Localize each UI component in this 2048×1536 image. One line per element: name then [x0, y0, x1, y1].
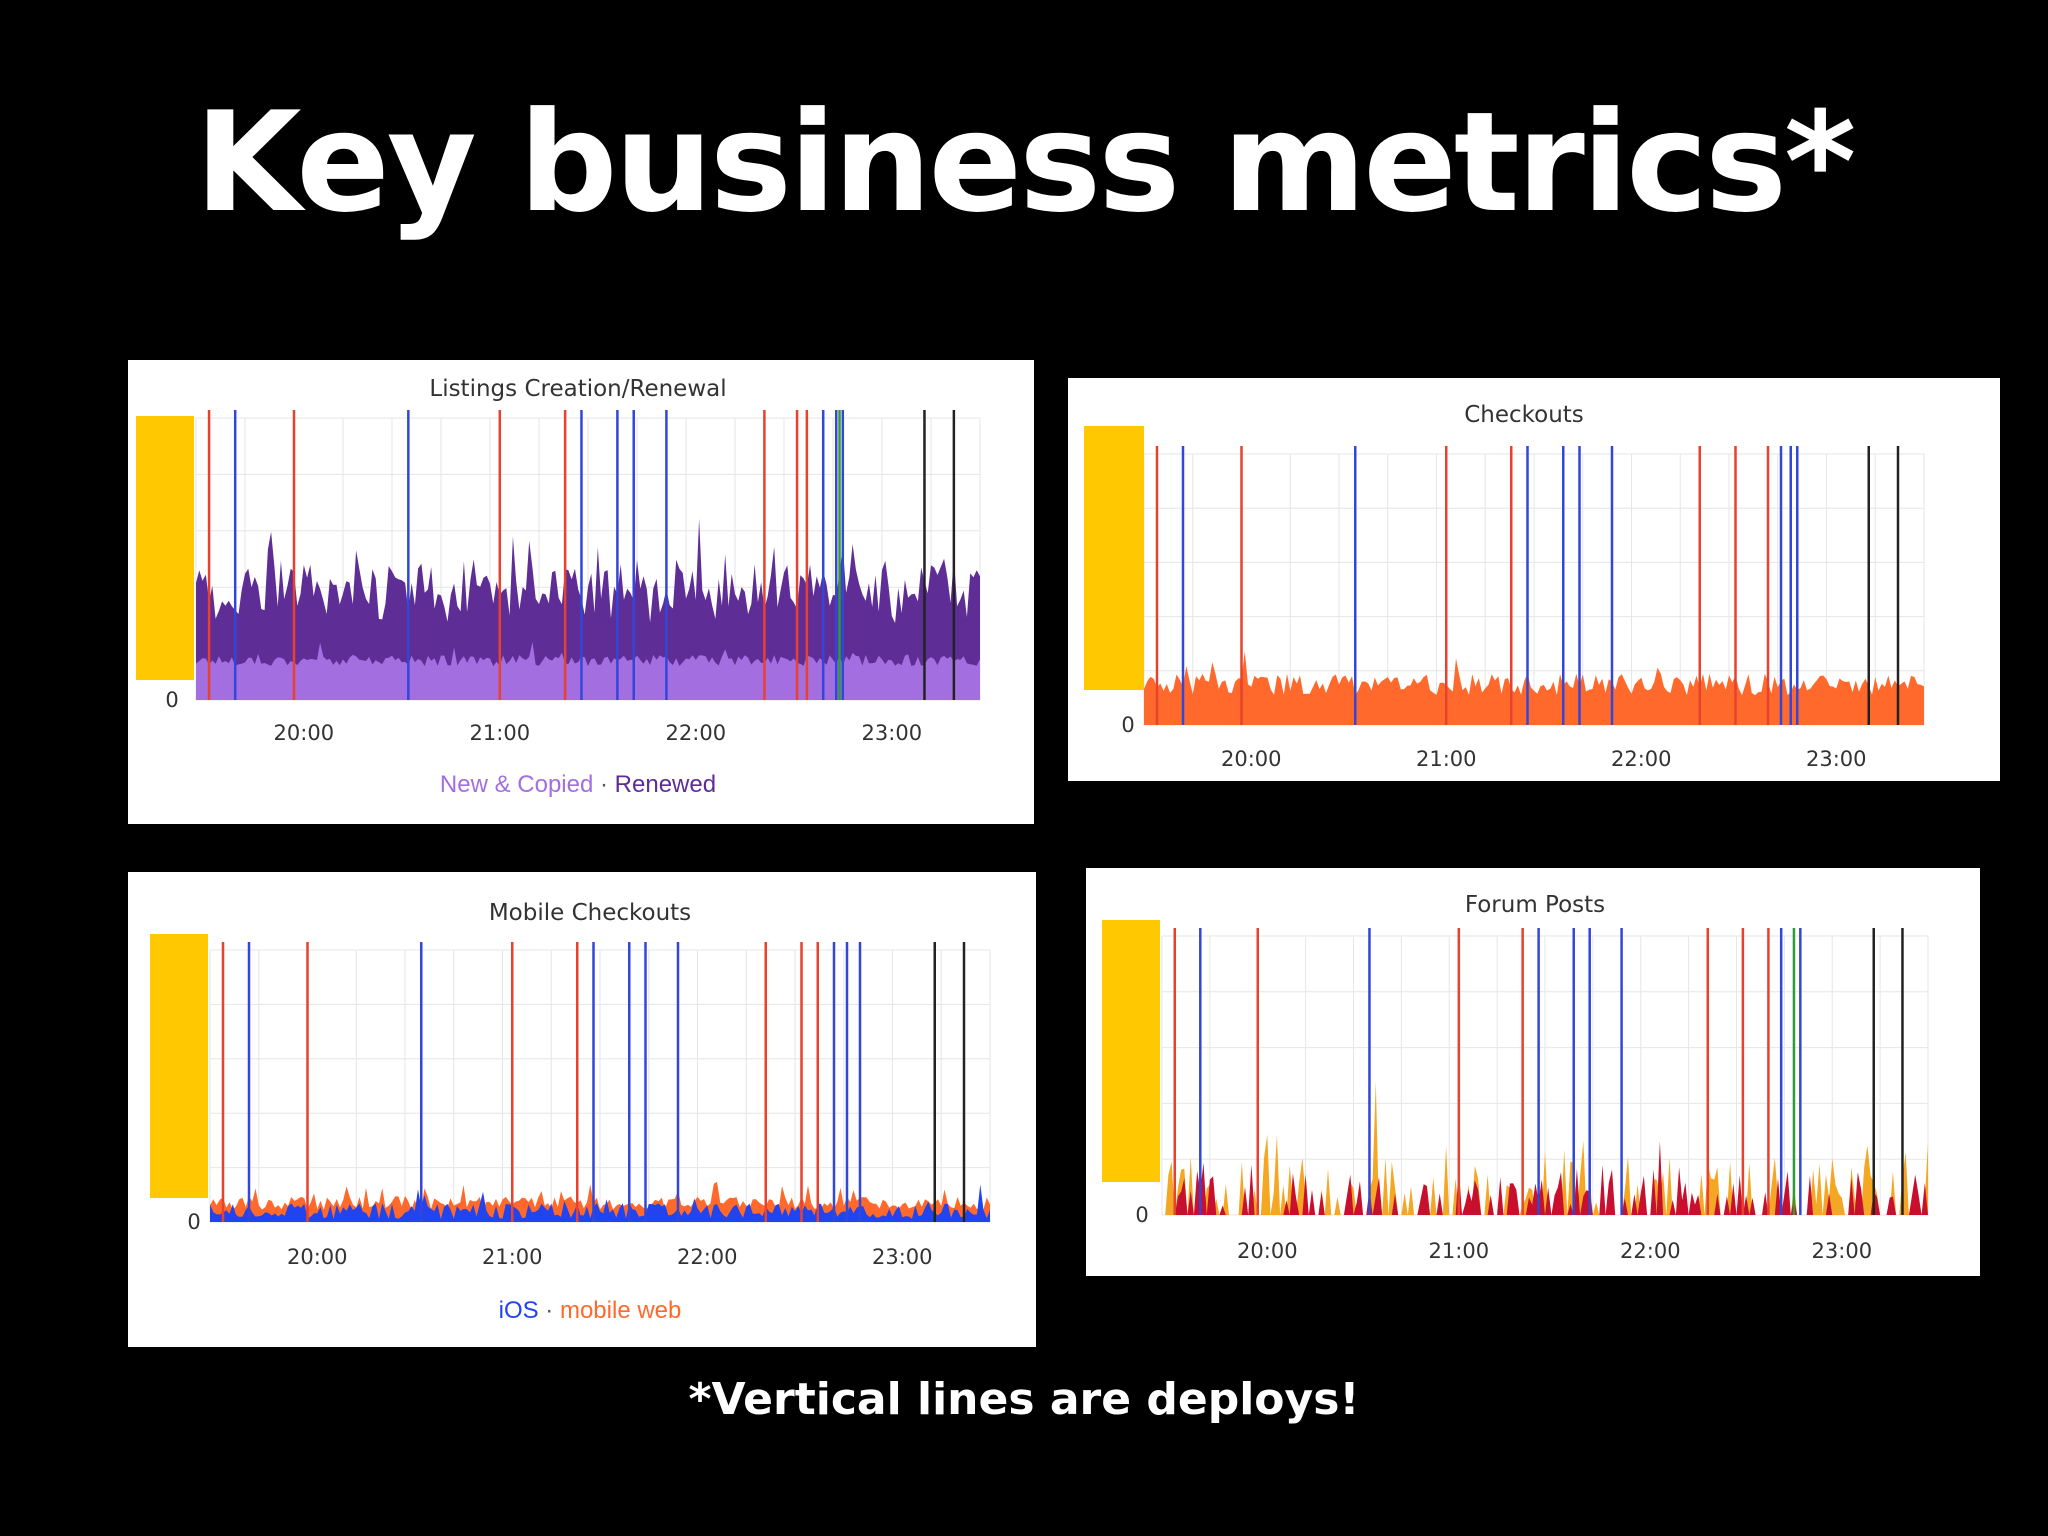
chart-checkouts-svg: Checkouts 0 20:00 21:00 22:00 23:00: [1084, 402, 1925, 771]
chart-panel-mobile-checkouts: Mobile Checkouts 0 20:00 21:00 22:00 23:00 iOS…: [128, 872, 1036, 1347]
deploy-lines: [207, 410, 956, 700]
x-tick-label: 22:00: [1620, 1239, 1681, 1263]
legend-entry: iOS: [499, 1297, 539, 1324]
chart-title: Listings Creation/Renewal: [429, 376, 726, 402]
legend: New & Copied · Renewed: [440, 771, 716, 798]
x-tick-label: 23:00: [872, 1245, 933, 1269]
chart-forum-posts-svg: Forum Posts 0 20:00 21:00 22:00 23:00: [1102, 892, 1929, 1263]
chart-panel-checkouts: Checkouts 0 20:00 21:00 22:00 23:00: [1068, 378, 2000, 781]
legend-separator: ·: [539, 1297, 560, 1324]
y-tick-label: 0: [187, 1210, 200, 1234]
legend-separator: ·: [593, 771, 614, 798]
redacted-y-axis: [1102, 920, 1160, 1182]
x-tick-label: 21:00: [1416, 747, 1477, 771]
legend-entry: mobile web: [560, 1297, 681, 1324]
deploy-lines: [1173, 928, 1904, 1215]
x-tick-label: 21:00: [470, 721, 531, 745]
y-tick-label: 0: [1121, 713, 1134, 737]
legend-entry: New & Copied: [440, 771, 593, 798]
y-tick-label: 0: [1135, 1203, 1148, 1227]
chart-title: Checkouts: [1464, 402, 1584, 428]
chart-title: Forum Posts: [1465, 892, 1605, 918]
chart-listings-svg: Listings Creation/Renewal 0 20:00 21:00 22:0…: [136, 376, 981, 798]
redacted-y-axis: [1084, 426, 1144, 690]
x-tick-label: 20:00: [1237, 1239, 1298, 1263]
x-tick-label: 20:00: [1221, 747, 1282, 771]
legend-entry: Renewed: [615, 771, 716, 798]
series-area-1: [210, 1184, 990, 1222]
chart-title: Mobile Checkouts: [489, 900, 691, 926]
series-area-1: [196, 518, 980, 700]
series-area-0: [1144, 651, 1924, 725]
deploy-lines: [1155, 446, 1900, 725]
deploy-lines: [221, 942, 966, 1222]
x-tick-label: 21:00: [1429, 1239, 1490, 1263]
y-tick-label: 0: [165, 688, 178, 712]
slide-title: Key business metrics*: [194, 82, 1857, 243]
chart-panel-listings: Listings Creation/Renewal 0 20:00 21:00 22:0…: [128, 360, 1034, 824]
x-tick-label: 22:00: [677, 1245, 738, 1269]
x-tick-label: 23:00: [1806, 747, 1867, 771]
x-tick-label: 23:00: [1812, 1239, 1873, 1263]
redacted-y-axis: [136, 416, 194, 680]
x-tick-label: 22:00: [666, 721, 727, 745]
chart-panel-forum-posts: Forum Posts 0 20:00 21:00 22:00 23:00: [1086, 868, 1980, 1276]
series-area-1: [1162, 1141, 1928, 1215]
footnote: *Vertical lines are deploys!: [688, 1374, 1360, 1425]
series-area-0: [196, 642, 980, 700]
x-tick-label: 23:00: [862, 721, 923, 745]
grid: [209, 949, 991, 1223]
x-tick-label: 20:00: [274, 721, 335, 745]
chart-mobile-checkouts-svg: Mobile Checkouts 0 20:00 21:00 22:00 23:00 iOS…: [150, 900, 991, 1324]
redacted-y-axis: [150, 934, 208, 1198]
legend: iOS · mobile web: [499, 1297, 682, 1324]
x-tick-label: 21:00: [482, 1245, 543, 1269]
x-tick-label: 22:00: [1611, 747, 1672, 771]
x-tick-label: 20:00: [287, 1245, 348, 1269]
